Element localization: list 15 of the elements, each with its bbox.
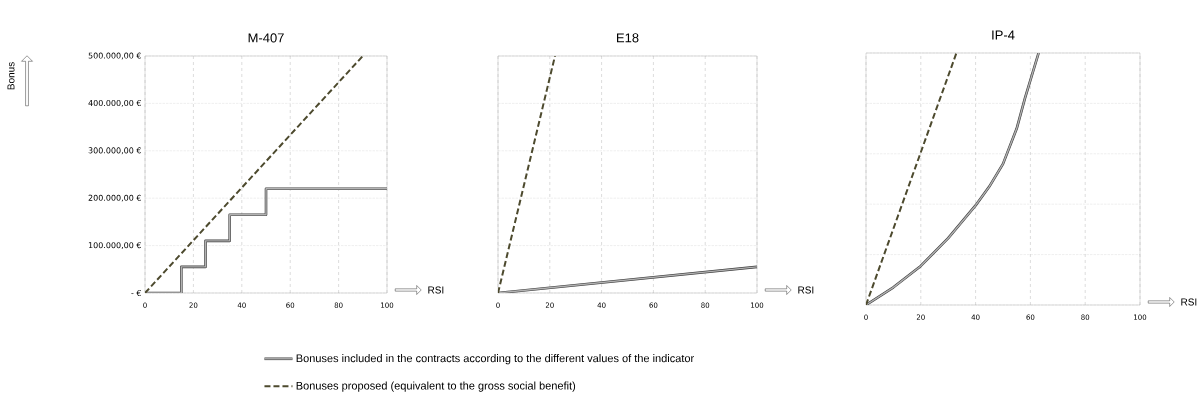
y-tick-label: 200.000,00 €	[88, 194, 141, 202]
legend-label: Bonuses included in the contracts according to the different values of the indicator	[296, 354, 694, 365]
chart-title: E18	[617, 33, 639, 43]
y-tick-label: 100.000,00 €	[88, 242, 141, 250]
legend-label: Bonuses proposed (equivalent to the gross social benefit)	[296, 381, 576, 392]
chart-title: IP-4	[992, 30, 1015, 40]
y-axis-title: Bonus	[7, 62, 15, 90]
y-tick-label: 400.000,00 €	[88, 99, 141, 107]
x-axis-title: RSI	[1181, 298, 1197, 306]
y-tick-label: - €	[131, 289, 141, 297]
y-tick-label: 500.000,00 €	[88, 52, 141, 60]
x-axis-title: RSI	[798, 286, 814, 294]
chart-title: M-407	[248, 33, 284, 43]
y-tick-label: 300.000,00 €	[88, 147, 141, 155]
x-axis-title: RSI	[428, 286, 444, 294]
